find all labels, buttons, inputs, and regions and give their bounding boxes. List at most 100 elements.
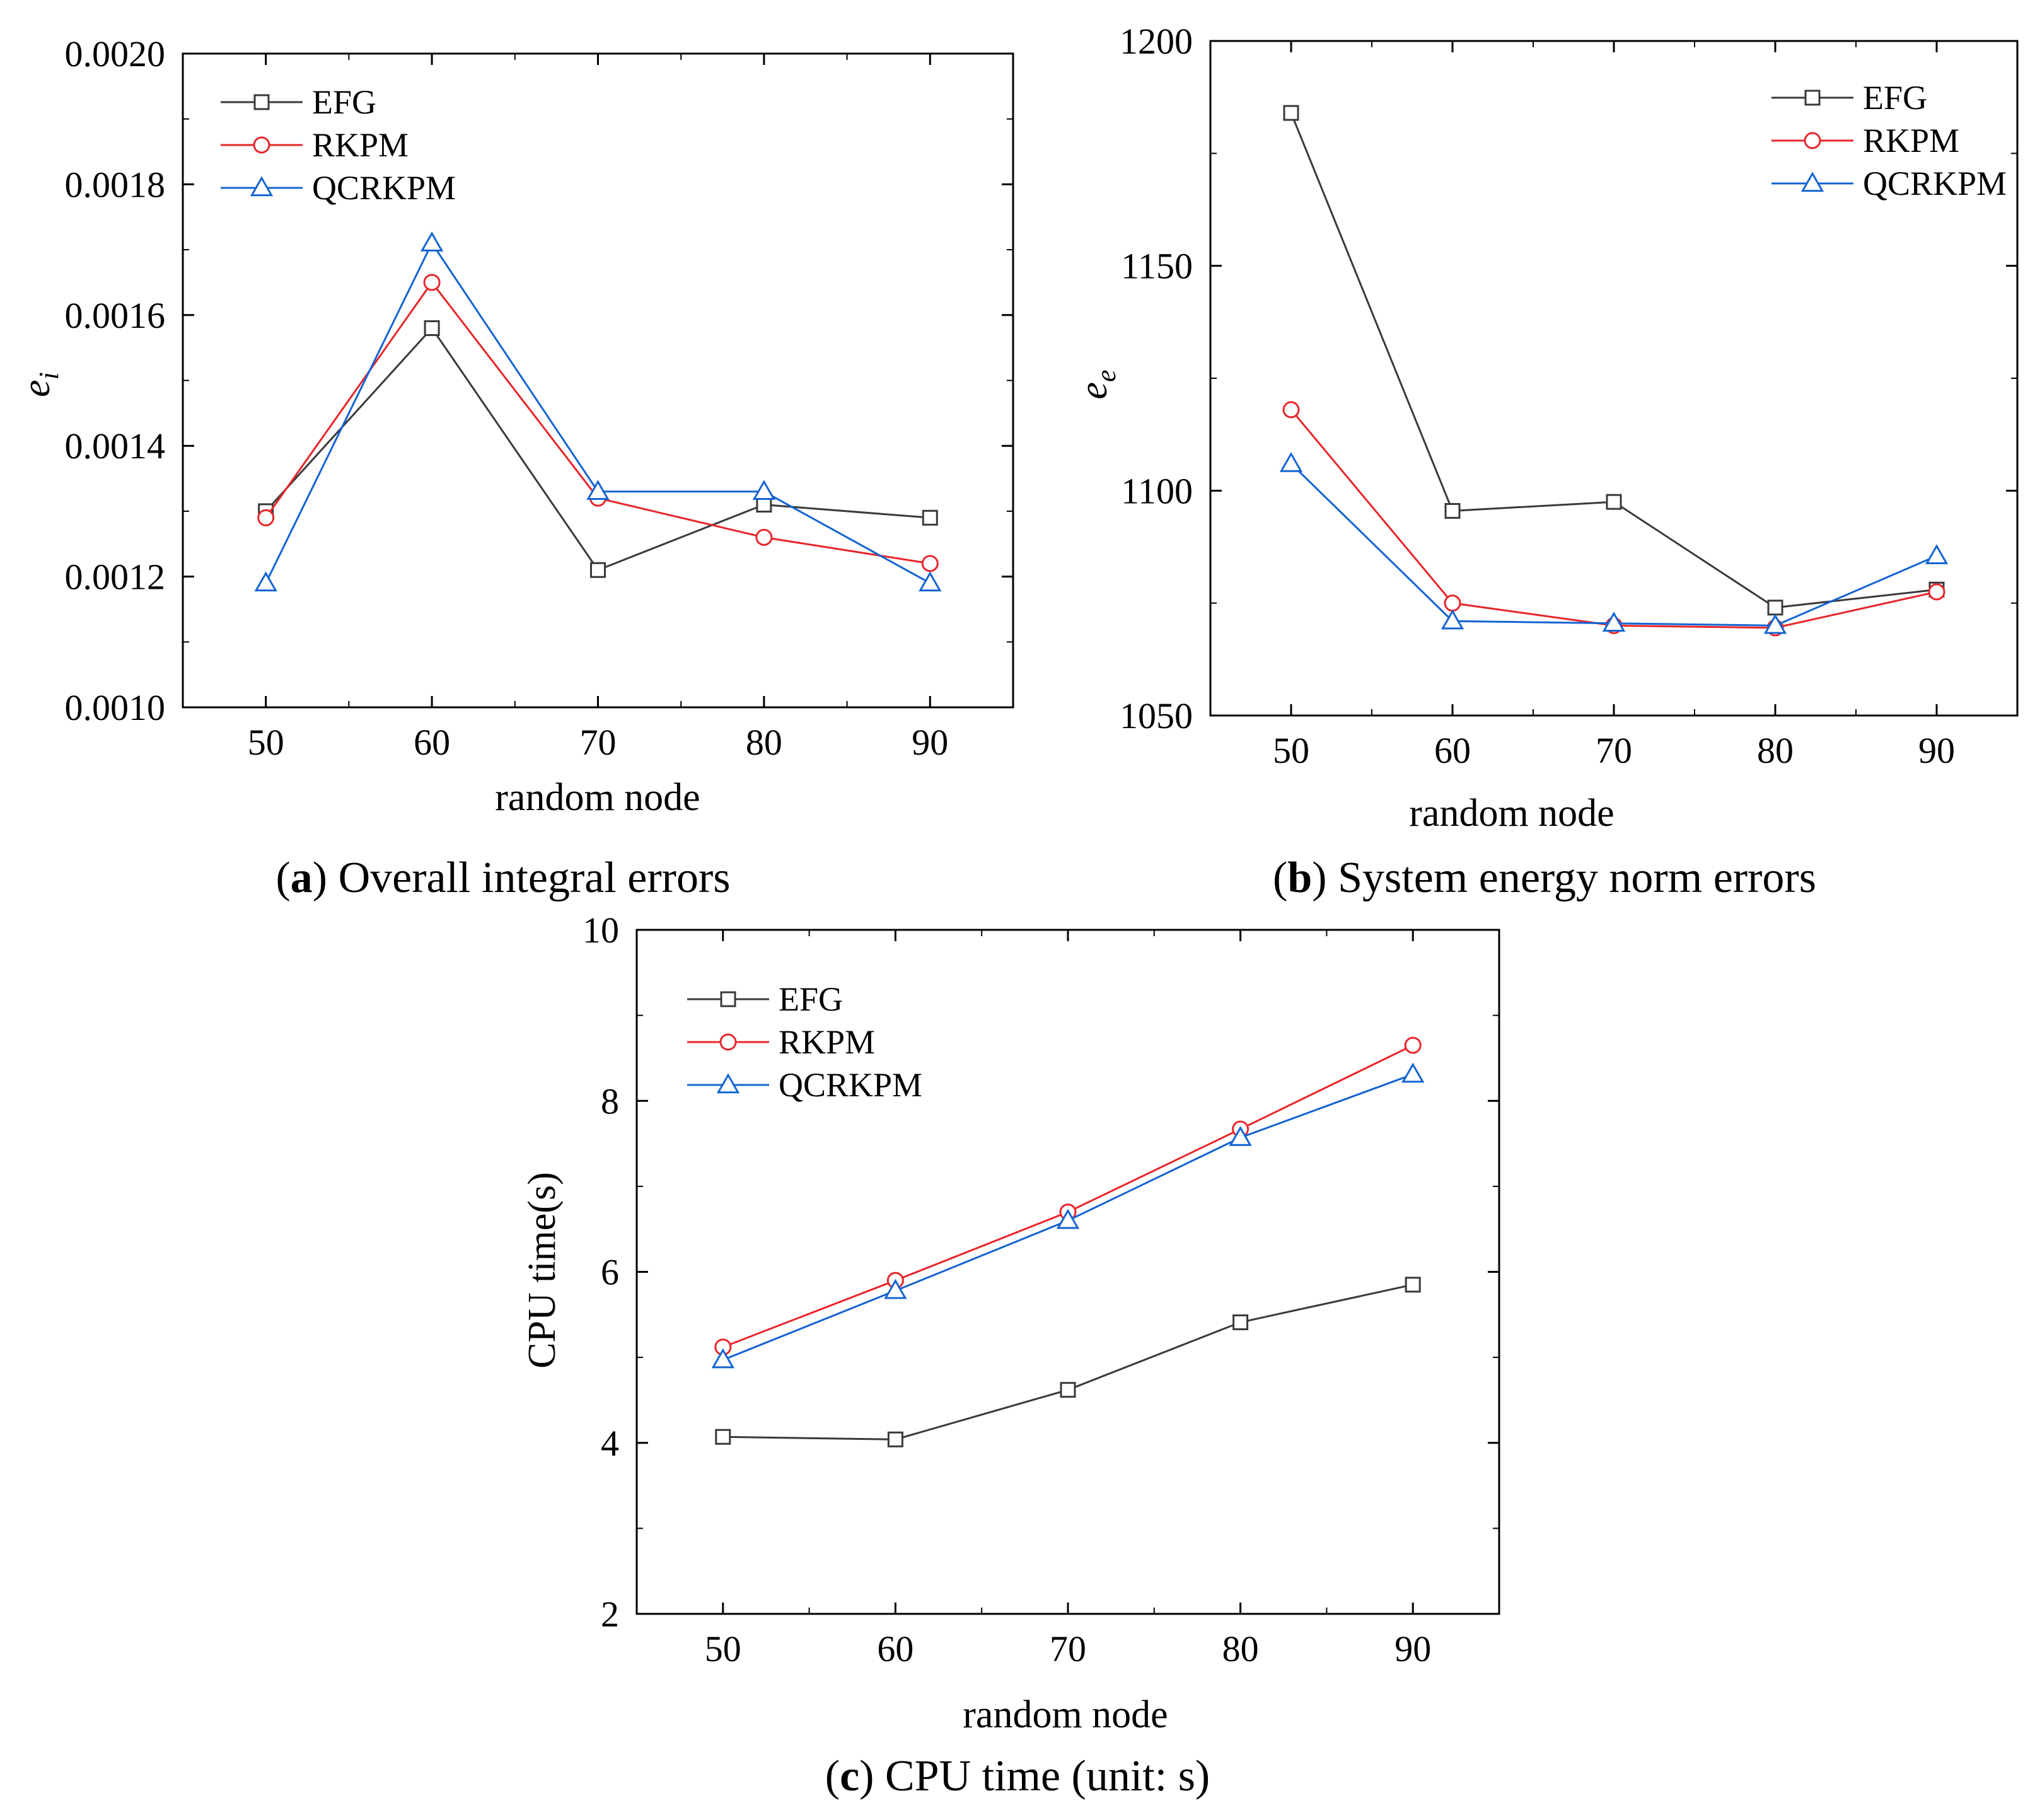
chart-c-efg-point xyxy=(887,1431,903,1447)
caption-a: (a) Overall integral errors xyxy=(275,854,730,902)
chart-a-ylabel-main: e xyxy=(15,380,58,397)
chart-b-efg-point xyxy=(1606,494,1622,510)
chart-b-rkpm-point xyxy=(1928,583,1945,601)
chart-c-efg-point xyxy=(715,1429,731,1445)
chart-c-efg-point xyxy=(1060,1382,1076,1398)
chart-b-ytick-label: 1150 xyxy=(1121,246,1193,287)
chart-b-qcrkpm-point xyxy=(1279,451,1303,472)
chart-c-legend-qcrkpm-label: QCRKPM xyxy=(779,1066,922,1104)
chart-a-efg-point xyxy=(590,562,606,578)
caption-b-letter: b xyxy=(1287,854,1312,902)
chart-a-legend-rkpm-label: RKPM xyxy=(312,126,409,164)
chart-c-ytick-label: 2 xyxy=(601,1594,619,1635)
chart-c-ytick-label: 4 xyxy=(601,1423,619,1464)
panel-c-cpu-time: 50 60 70 80 90 2 4 6 8 10 EFG RKPM QCRKPM random nod… xyxy=(521,910,1500,1800)
chart-a-ytick-label: 0.0014 xyxy=(65,426,166,467)
chart-b-xtick-label: 70 xyxy=(1596,730,1632,771)
chart-b-ytick-label: 1200 xyxy=(1120,21,1193,62)
chart-a-efg-point xyxy=(922,509,938,526)
chart-a-legend-efg-label: EFG xyxy=(312,83,376,121)
chart-a-ytick-label: 0.0016 xyxy=(65,295,166,336)
chart-c-xtick-label: 80 xyxy=(1222,1628,1259,1669)
chart-a-rkpm-point xyxy=(921,555,939,572)
chart-c-ytick-label: 10 xyxy=(583,910,619,951)
chart-a-ylabel-sub: i xyxy=(33,372,64,380)
chart-c-legend-rkpm-marker xyxy=(719,1033,737,1051)
caption-b-text: System energy norm errors xyxy=(1338,854,1816,902)
panel-b-system-energy-norm-errors: 50 60 70 80 901050110011501200EFGRKPMQCRKPM … xyxy=(1072,21,2019,902)
chart-c-xtick-label: 50 xyxy=(705,1628,741,1669)
chart-a-xtick-label: 60 xyxy=(414,722,450,763)
chart-b-legend-efg-label: EFG xyxy=(1863,79,1927,117)
chart-b-xtick-label: 80 xyxy=(1757,730,1794,771)
chart-c-qcrkpm-point xyxy=(711,1348,734,1369)
chart-b-qcrkpm-point xyxy=(1441,609,1464,630)
chart-b-plot: 50 60 70 80 90 1050 1100 1150 1200 EFG RKPM QCRKPM xyxy=(1120,21,2019,771)
chart-b-ylabel-main: e xyxy=(1072,382,1115,400)
chart-b-legend-efg-marker xyxy=(1804,90,1821,106)
chart-b-qcrkpm-point xyxy=(1763,613,1787,634)
chart-c-efg-point xyxy=(1232,1314,1249,1331)
chart-b-ylabel: ee xyxy=(1072,369,1122,399)
chart-b-qcrkpm-point xyxy=(1602,611,1626,632)
chart-c-qcrkpm-point xyxy=(1056,1209,1080,1229)
panel-a-overall-integral-errors: 50 60 70 80 90 0.0010 0.0012 0.0014 0.0016 0.0018… xyxy=(15,33,1014,902)
chart-b-legend-rkpm-label: RKPM xyxy=(1863,122,1959,159)
chart-c-qcrkpm-point xyxy=(884,1278,907,1299)
chart-a-legend-efg-marker xyxy=(253,94,270,110)
chart-a-legend-qcrkpm-marker xyxy=(250,176,274,197)
chart-c-rkpm-point xyxy=(1404,1036,1422,1054)
chart-c-xtick-label: 70 xyxy=(1050,1628,1086,1669)
chart-a-xtick-label: 70 xyxy=(580,722,617,763)
chart-b-xtick-label: 50 xyxy=(1273,730,1309,771)
chart-b-qcrkpm-point xyxy=(1925,544,1949,564)
chart-c-xtick-label: 90 xyxy=(1394,1628,1431,1669)
chart-b-legend-rkpm-marker xyxy=(1804,132,1821,149)
chart-a-rkpm-point xyxy=(755,528,773,546)
chart-b-xtick-label: 90 xyxy=(1918,730,1955,771)
caption-c-letter: c xyxy=(840,1752,859,1800)
chart-c-legend-efg-marker xyxy=(720,991,736,1007)
chart-c-qcrkpm-point xyxy=(1401,1062,1425,1083)
chart-b-legend-qcrkpm-marker xyxy=(1800,171,1824,192)
chart-c-xtick-label: 60 xyxy=(877,1628,913,1669)
chart-a-ytick-label: 0.0018 xyxy=(65,164,166,205)
chart-c-legend-efg-label: EFG xyxy=(779,980,843,1018)
caption-a-letter: a xyxy=(291,854,313,902)
chart-a-qcrkpm-point xyxy=(752,480,776,500)
chart-a-qcrkpm-point xyxy=(919,571,942,592)
chart-a-qcrkpm-point xyxy=(420,231,444,252)
caption-c-text: CPU time (unit: s) xyxy=(885,1752,1210,1800)
chart-b-ylabel-sub: e xyxy=(1091,369,1122,382)
chart-a-ytick-label: 0.0012 xyxy=(65,557,166,598)
chart-a-ytick-label: 0.0010 xyxy=(65,687,166,728)
chart-b-efg-point xyxy=(1767,600,1783,616)
chart-b-xtick-label: 60 xyxy=(1434,730,1471,771)
chart-c-ylabel: CPU time(s) xyxy=(521,1172,564,1369)
chart-b-ytick-label: 1100 xyxy=(1121,470,1193,511)
chart-a-ylabel: ei xyxy=(15,372,64,397)
chart-a-legend-rkpm-marker xyxy=(253,136,270,154)
caption-a-text: Overall integral errors xyxy=(339,854,731,902)
chart-b-rkpm-point xyxy=(1282,401,1300,419)
chart-a-plot: 50 60 70 80 90 0.0010 0.0012 0.0014 0.0016 0.0018… xyxy=(65,33,1014,763)
chart-b-legend-qcrkpm-label: QCRKPM xyxy=(1863,165,2007,202)
chart-c-legend-rkpm-label: RKPM xyxy=(779,1023,875,1061)
chart-a-xlabel: random node xyxy=(495,776,700,819)
chart-c-ytick-label: 6 xyxy=(601,1252,619,1293)
chart-a-qcrkpm-point xyxy=(586,480,610,500)
chart-a-xtick-label: 50 xyxy=(248,722,284,763)
chart-a-rkpm-point xyxy=(257,509,275,526)
chart-a-legend-qcrkpm-label: QCRKPM xyxy=(312,169,456,207)
chart-b-efg-point xyxy=(1444,502,1461,519)
chart-c-qcrkpm-point xyxy=(1229,1125,1252,1146)
chart-a-xtick-label: 80 xyxy=(746,722,782,763)
chart-a-rkpm-point xyxy=(423,274,441,291)
chart-c-plot: 50 60 70 80 90 2 4 6 8 10 EFG RKPM QCRKPM xyxy=(583,910,1500,1669)
chart-c-ytick-label: 8 xyxy=(601,1081,619,1122)
chart-a-efg-point xyxy=(424,320,440,337)
caption-c: (c) CPU time (unit: s) xyxy=(825,1752,1210,1800)
chart-b-xlabel: random node xyxy=(1409,792,1614,835)
chart-b-ytick-label: 1050 xyxy=(1120,695,1193,736)
